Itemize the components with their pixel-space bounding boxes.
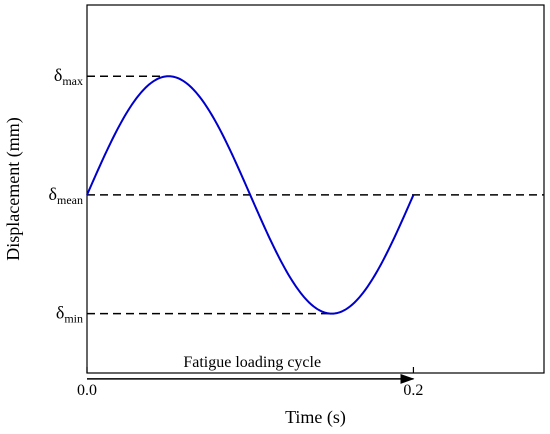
- reference-label-min: δmin: [56, 303, 83, 326]
- x-tick-label: 0.0: [77, 382, 97, 399]
- delta-subscript: max: [62, 74, 83, 88]
- reference-label-mean: δmean: [49, 184, 83, 207]
- delta-subscript: min: [64, 312, 83, 326]
- delta-subscript: mean: [57, 193, 83, 207]
- x-ticks: 0.0 0.2: [77, 367, 423, 399]
- y-axis-label: Displacement (mm): [3, 117, 24, 260]
- delta-symbol: δ: [49, 184, 57, 204]
- delta-symbol: δ: [56, 303, 64, 323]
- reference-label-max: δmax: [54, 65, 83, 88]
- x-axis-label: Time (s): [285, 407, 346, 428]
- displacement-curve: [86, 75, 415, 315]
- loading-cycle-label: Fatigue loading cycle: [183, 354, 321, 371]
- x-tick-label: 0.2: [403, 382, 423, 399]
- plot-frame: [86, 4, 545, 374]
- delta-symbol: δ: [54, 65, 62, 85]
